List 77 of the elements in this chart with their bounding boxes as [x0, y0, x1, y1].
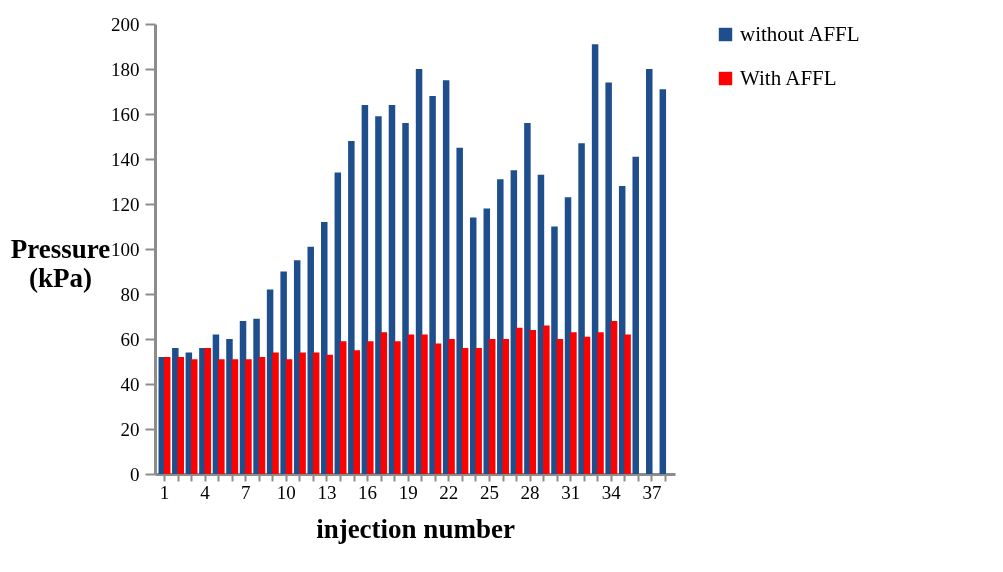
- bar: [632, 156, 639, 474]
- y-tick-label: 60: [120, 328, 140, 350]
- x-tick-label: 34: [601, 481, 622, 503]
- bar: [375, 116, 382, 474]
- y-tick-label: 180: [111, 58, 140, 80]
- y-tick-label: 20: [120, 418, 140, 440]
- bar: [543, 325, 550, 474]
- bar: [502, 339, 509, 474]
- bar: [448, 339, 455, 474]
- bar: [516, 327, 523, 474]
- bar: [407, 334, 415, 474]
- bar: [191, 359, 198, 474]
- y-tick-label: 100: [111, 238, 140, 260]
- bar: [524, 123, 531, 474]
- y-axis-title: Pressure (kPa): [10, 233, 111, 293]
- bar: [394, 341, 401, 474]
- bar: [461, 348, 469, 474]
- bar: [258, 357, 266, 474]
- bar: [475, 348, 482, 474]
- y-tick-label: 200: [111, 13, 140, 35]
- bar: [556, 339, 564, 474]
- bar: [429, 96, 436, 474]
- x-tick-label: 10: [276, 481, 296, 503]
- bar: [610, 321, 618, 474]
- bar: [353, 350, 361, 474]
- x-tick-label: 1: [159, 481, 170, 503]
- bar: [456, 147, 463, 474]
- y-tick-label: 140: [111, 148, 140, 170]
- bar: [280, 271, 287, 474]
- legend-label: without AFFL: [740, 21, 860, 46]
- bar: [272, 352, 279, 474]
- bar: [339, 341, 347, 474]
- bar: [231, 359, 239, 474]
- bar: [218, 359, 225, 474]
- y-tick-label: 160: [111, 103, 140, 125]
- bar: [646, 69, 653, 474]
- bar: [380, 332, 388, 474]
- x-tick-label: 13: [317, 481, 337, 503]
- bar: [307, 246, 314, 474]
- bar: [583, 336, 591, 474]
- bar: [578, 143, 585, 474]
- bar: [348, 141, 355, 474]
- x-tick-label: 4: [200, 481, 211, 503]
- bar: [299, 352, 306, 474]
- y-tick-label: 80: [120, 283, 140, 305]
- bar: [570, 332, 577, 474]
- x-tick-label: 7: [240, 481, 251, 503]
- x-tick-label: 28: [520, 481, 540, 503]
- bar: [367, 341, 374, 474]
- bar: [421, 334, 428, 474]
- bar: [434, 343, 442, 474]
- bar: [551, 226, 558, 474]
- x-axis-title: injection number: [316, 513, 515, 544]
- bar: [659, 89, 667, 474]
- bar: [597, 332, 604, 474]
- bar: [529, 330, 537, 474]
- bar: [285, 359, 293, 474]
- y-tick-label: 40: [120, 373, 140, 395]
- x-tick-label: 31: [561, 481, 581, 503]
- x-tick-label: 22: [439, 481, 459, 503]
- bar: [605, 82, 612, 474]
- bar: [204, 348, 212, 474]
- bar: [402, 123, 409, 474]
- bar: [177, 357, 184, 474]
- y-tick-label: 120: [111, 193, 140, 215]
- bar: [312, 352, 320, 474]
- bar: [488, 339, 496, 474]
- bar: [624, 334, 631, 474]
- x-tick-label: 37: [642, 481, 662, 503]
- bar: [326, 354, 333, 474]
- bar: [245, 359, 252, 474]
- x-tick-label: 19: [398, 481, 418, 503]
- y-tick-label: 0: [130, 463, 140, 485]
- x-tick-label: 16: [358, 481, 378, 503]
- bar: [163, 357, 171, 474]
- legend-label: With AFFL: [740, 65, 837, 90]
- x-tick-label: 25: [479, 481, 499, 503]
